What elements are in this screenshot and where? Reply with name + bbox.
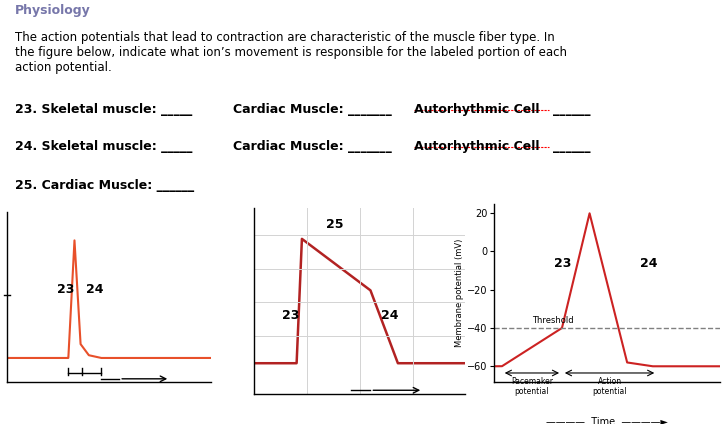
Text: Cardiac Muscle: _______: Cardiac Muscle: _______ xyxy=(233,140,391,153)
Text: 23. Skeletal muscle: _____: 23. Skeletal muscle: _____ xyxy=(15,103,192,116)
Text: 24. Skeletal muscle: _____: 24. Skeletal muscle: _____ xyxy=(15,140,192,153)
Y-axis label: Membrane potential (mV): Membrane potential (mV) xyxy=(455,238,464,347)
Text: 23: 23 xyxy=(282,309,300,322)
Text: The action potentials that lead to contraction are characteristic of the muscle : The action potentials that lead to contr… xyxy=(15,31,566,74)
Text: ______: ______ xyxy=(553,103,590,116)
Text: Autorhythmic Cell: Autorhythmic Cell xyxy=(414,140,540,153)
Text: ————  Time  ————►: ———— Time ————► xyxy=(546,417,668,424)
Text: 23: 23 xyxy=(555,257,572,270)
Text: 24: 24 xyxy=(381,309,398,322)
Text: Action
potential: Action potential xyxy=(593,377,627,396)
Text: ______: ______ xyxy=(553,140,590,153)
Text: 25. Cardiac Muscle: ______: 25. Cardiac Muscle: ______ xyxy=(15,179,193,192)
Text: 24: 24 xyxy=(640,257,657,270)
Text: Cardiac Muscle: _______: Cardiac Muscle: _______ xyxy=(233,103,391,116)
Text: 24: 24 xyxy=(86,283,103,296)
Text: Autorhythmic Cell: Autorhythmic Cell xyxy=(414,103,540,116)
Text: Physiology: Physiology xyxy=(15,4,90,17)
Text: Threshold: Threshold xyxy=(532,316,574,325)
Text: 23: 23 xyxy=(57,283,74,296)
Text: 25: 25 xyxy=(326,218,344,231)
Text: Pacemaker
potential: Pacemaker potential xyxy=(511,377,553,396)
